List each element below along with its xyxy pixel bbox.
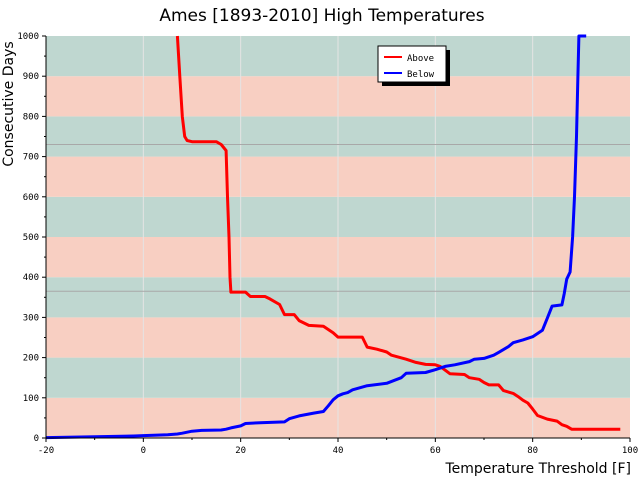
- y-tick-label: 600: [23, 193, 39, 203]
- x-tick-label: 100: [622, 446, 638, 456]
- legend: Above Below: [377, 45, 450, 86]
- x-tick-label: 60: [430, 446, 441, 456]
- y-tick-label: 400: [23, 273, 39, 283]
- x-tick-label: 40: [333, 446, 344, 456]
- chart-title: Ames [1893-2010] High Temperatures: [159, 6, 484, 26]
- y-tick-label: 0: [34, 434, 39, 444]
- legend-box: [377, 45, 447, 83]
- series-lines: [45, 34, 621, 440]
- axes: [42, 35, 631, 442]
- x-tick-label: 20: [235, 446, 246, 456]
- x-axis-label: Temperature Threshold [F]: [444, 461, 631, 477]
- y-tick-label: 200: [23, 354, 39, 364]
- series-line-below: [45, 34, 587, 440]
- y-tick-label: 800: [23, 112, 39, 122]
- series-line-above: [175, 35, 621, 431]
- y-tick-label: 1000: [17, 32, 39, 42]
- tick-labels: 0 100 200 300 400 500 600 700 800 900 1000 -20 0 20 40…: [17, 32, 638, 456]
- y-tick-label: 100: [23, 394, 39, 404]
- y-axis-label: Consecutive Days: [1, 41, 17, 166]
- legend-label-below: Below: [407, 70, 435, 80]
- x-tick-label: 0: [141, 446, 146, 456]
- y-tick-label: 700: [23, 153, 39, 163]
- x-tick-label: -20: [38, 446, 54, 456]
- y-tick-label: 500: [23, 233, 39, 243]
- y-tick-label: 900: [23, 72, 39, 82]
- grid-lines: [142, 36, 534, 438]
- legend-label-above: Above: [407, 54, 434, 64]
- reference-lines: [46, 144, 630, 292]
- x-tick-label: 80: [527, 446, 538, 456]
- y-tick-label: 300: [23, 313, 39, 323]
